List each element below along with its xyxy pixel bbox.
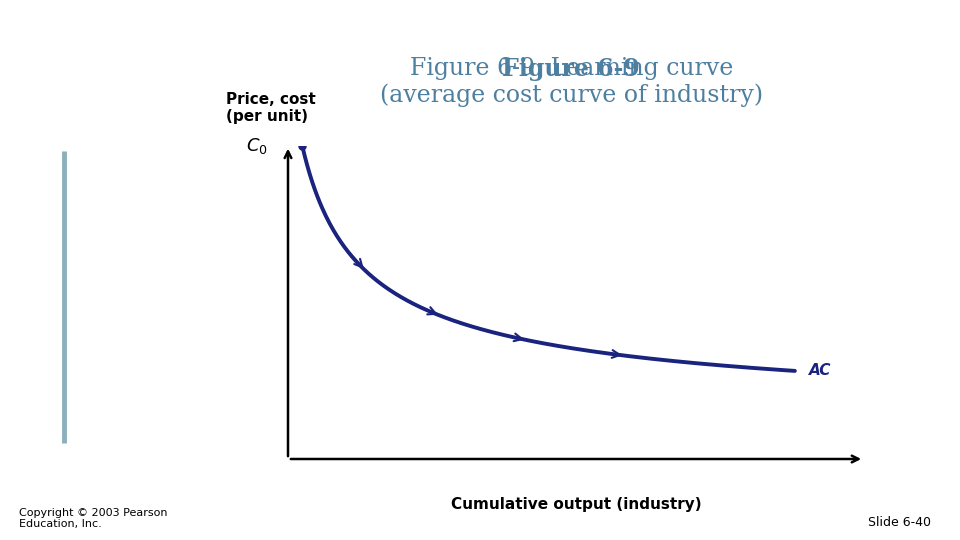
Text: Figure 6-9: Figure 6-9 [502, 57, 640, 80]
Text: Cumulative output (industry): Cumulative output (industry) [450, 497, 702, 512]
Text: $C_0$: $C_0$ [246, 137, 268, 157]
Text: Copyright © 2003 Pearson
Education, Inc.: Copyright © 2003 Pearson Education, Inc. [19, 508, 168, 529]
Text: AC: AC [809, 363, 831, 379]
Text: Price, cost
(per unit): Price, cost (per unit) [226, 92, 315, 124]
Text: Figure 6-9: Learning curve
(average cost curve of industry): Figure 6-9: Learning curve (average cost… [379, 57, 763, 107]
Text: Slide 6-40: Slide 6-40 [868, 516, 931, 529]
